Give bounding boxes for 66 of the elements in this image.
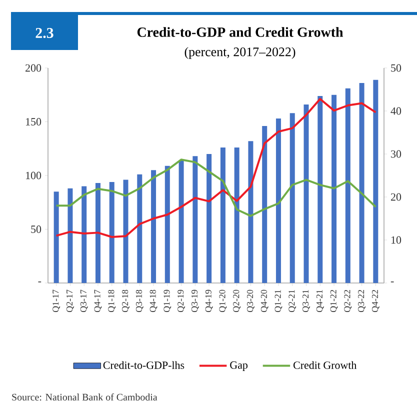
line-series: [55, 98, 377, 238]
y-tick-label: 50: [31, 226, 42, 233]
y2-tick-label: 20: [390, 193, 402, 201]
legend-label: Credit-to-GDP-lhs: [103, 361, 184, 369]
bar: [304, 104, 309, 283]
bar: [290, 113, 295, 283]
bar: [137, 174, 142, 283]
bar: [276, 118, 281, 283]
bar: [318, 96, 323, 283]
y2-tick-label: 50: [391, 64, 402, 72]
bar: [95, 183, 100, 283]
y-tick-label: 150: [26, 118, 42, 126]
bar: [54, 192, 59, 283]
x-tick-label: Q2-21: [288, 290, 296, 312]
bar: [68, 188, 73, 283]
x-tick-label: Q3-21: [302, 290, 310, 312]
y-tick-label: 200: [26, 64, 42, 72]
bar: [220, 148, 226, 283]
x-tick-label: Q3-20: [247, 290, 254, 312]
x-tick-label: Q1-19: [164, 290, 172, 312]
bar: [248, 141, 254, 283]
x-tick-label: Q2-20: [233, 290, 241, 312]
x-tick-label: Q1-21: [274, 290, 282, 312]
x-tick-label: Q3-22: [358, 290, 366, 312]
y2-tick-label: 30: [391, 150, 402, 158]
bar: [206, 154, 212, 283]
x-tick-label: Q1-17: [52, 290, 60, 312]
line-series: [55, 158, 377, 217]
x-tick-label: Q4-18: [150, 290, 158, 312]
x-tick-label: Q4-19: [205, 290, 213, 312]
y-tick-label: 100: [26, 172, 42, 180]
x-tick-label: Q2-22: [344, 290, 352, 312]
bar: [373, 80, 378, 283]
bar: [332, 94, 337, 283]
bar: [192, 156, 198, 283]
x-tick-label: Q3-18: [136, 290, 144, 312]
x-tick-label: Q2-19: [178, 290, 185, 312]
x-tick-label: Q4-17: [94, 290, 102, 312]
source-note: Source: National Bank of Cambodia: [12, 393, 158, 401]
text: 2.3: [36, 28, 54, 38]
x-tick-label: Q4-20: [260, 290, 268, 312]
bar: [151, 170, 156, 283]
chart-title: Credit-to-GDP and Credit Growth: [137, 27, 344, 37]
bar: [234, 148, 240, 283]
x-tick-label: Q1-22: [330, 290, 338, 312]
bar: [82, 186, 87, 283]
legend-label: Gap: [230, 361, 248, 371]
chart-subtitle: (percent, 2017–2022): [184, 47, 296, 59]
x-tick-label: Q4-22: [372, 290, 380, 312]
bar: [178, 160, 184, 283]
x-tick-label: Q1-18: [108, 290, 116, 312]
bar: [262, 126, 268, 283]
legend-label: Credit Growth: [294, 361, 357, 369]
bar: [164, 166, 170, 283]
bar: [109, 182, 114, 283]
bar: [359, 83, 364, 283]
x-tick-label: Q2-18: [122, 290, 130, 312]
bar: [123, 180, 128, 283]
x-tick-label: Q3-19: [191, 290, 199, 312]
x-tick-label: Q1-20: [219, 290, 227, 312]
x-tick-label: Q2-17: [66, 290, 74, 312]
bar: [345, 88, 350, 283]
y2-tick-label: 40: [390, 107, 402, 115]
y2-tick-label: 10: [391, 236, 402, 244]
x-tick-label: Q4-21: [316, 290, 324, 312]
x-tick-label: Q3-17: [80, 290, 88, 312]
